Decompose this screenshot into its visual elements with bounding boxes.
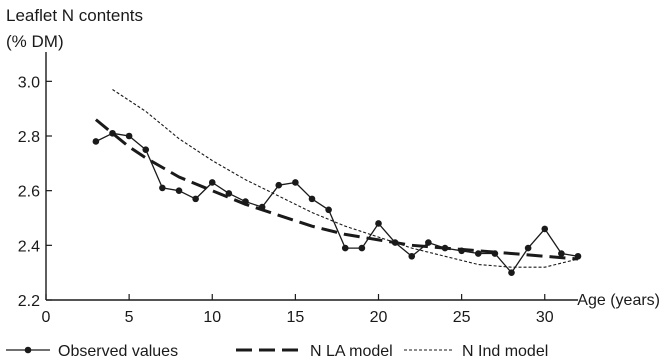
data-point	[92, 138, 100, 145]
legend-label-3: N Ind model	[462, 343, 548, 360]
axes: 2.2 2.4 2.6 2.8 3.0 0 5 10 15 20 25 30	[18, 52, 578, 326]
data-point	[408, 252, 416, 260]
y-axis-label-line2: (% DM)	[6, 32, 64, 51]
data-point	[508, 269, 515, 276]
data-point	[358, 244, 366, 252]
x-axis-label: Age (years)	[577, 292, 660, 309]
x-tick-label: 0	[42, 309, 51, 326]
y-tick-label: 2.2	[18, 293, 40, 310]
x-tick-label: 5	[125, 309, 134, 326]
data-point	[175, 187, 183, 194]
data-point	[541, 225, 549, 233]
data-point	[425, 239, 432, 246]
data-point	[125, 132, 133, 140]
data-point	[341, 244, 349, 252]
data-point	[225, 190, 233, 197]
x-tick-label: 15	[286, 309, 304, 326]
y-tick-label: 3.0	[18, 74, 40, 91]
data-point	[474, 250, 482, 257]
data-point	[159, 184, 166, 192]
series-layer	[92, 89, 582, 276]
data-point	[275, 181, 283, 189]
x-tick-label: 20	[370, 309, 388, 326]
x-tick-label: 25	[453, 309, 471, 326]
x-tick-label: 10	[203, 309, 221, 326]
y-tick-label: 2.4	[18, 238, 40, 255]
legend: Observed values N LA model N Ind model	[6, 343, 548, 360]
legend-marker	[24, 346, 32, 354]
data-point	[308, 195, 316, 203]
series-line-3	[112, 89, 579, 268]
y-axis-label-line1: Leaflet N contents	[6, 6, 144, 25]
y-tick-label: 2.8	[18, 129, 40, 146]
y-tick-label: 2.6	[18, 184, 40, 201]
data-point	[142, 146, 150, 153]
legend-label-1: Observed values	[58, 343, 178, 360]
legend-label-2: N LA model	[310, 343, 393, 360]
data-point	[292, 179, 299, 186]
data-point	[558, 250, 565, 257]
data-point	[192, 195, 199, 203]
series-line-2	[94, 118, 579, 261]
data-point	[375, 220, 382, 227]
data-point	[325, 206, 332, 214]
data-point	[524, 244, 532, 252]
data-point	[208, 179, 216, 186]
x-tick-label: 30	[536, 309, 554, 326]
